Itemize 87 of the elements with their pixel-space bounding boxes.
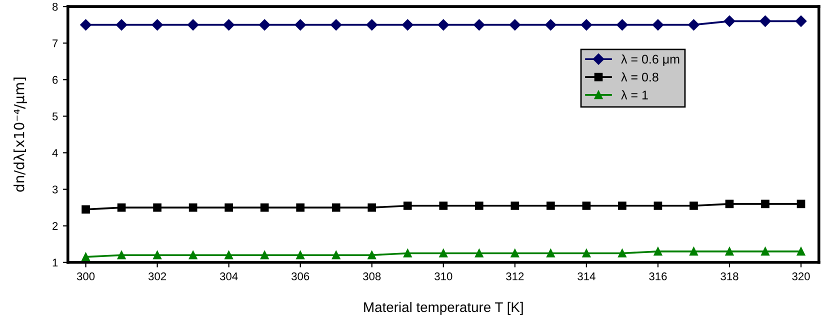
point bbox=[153, 250, 162, 260]
point bbox=[724, 16, 736, 27]
point bbox=[652, 19, 664, 30]
y-axis-title: dn/dλ[x10⁻⁴/μm] bbox=[14, 78, 27, 192]
point bbox=[690, 202, 698, 210]
x-tick-label: 300 bbox=[76, 272, 95, 280]
point bbox=[258, 19, 270, 30]
point bbox=[545, 19, 556, 30]
point bbox=[546, 249, 555, 258]
point bbox=[116, 19, 128, 30]
y-tick-label: 3 bbox=[52, 186, 58, 194]
point bbox=[403, 202, 412, 210]
point bbox=[296, 203, 305, 212]
legend-label: λ = 0.6 μm bbox=[621, 54, 680, 66]
point bbox=[260, 250, 269, 260]
point bbox=[474, 19, 485, 30]
point bbox=[296, 250, 305, 260]
point bbox=[582, 202, 591, 210]
point bbox=[224, 250, 233, 260]
point bbox=[580, 19, 592, 30]
point bbox=[403, 249, 412, 258]
x-tick-label: 308 bbox=[363, 272, 381, 280]
x-tick-label: 314 bbox=[578, 272, 596, 280]
point bbox=[654, 202, 662, 210]
point bbox=[688, 19, 700, 30]
point bbox=[224, 203, 233, 212]
y-tick-label: 8 bbox=[52, 2, 58, 11]
point bbox=[616, 19, 628, 30]
y-tick-label: 5 bbox=[52, 112, 58, 120]
point bbox=[80, 19, 92, 30]
y-tick-label: 2 bbox=[52, 222, 58, 230]
y-tick-label: 6 bbox=[52, 76, 58, 84]
point bbox=[690, 247, 698, 256]
point bbox=[366, 19, 378, 30]
x-tick-label: 304 bbox=[220, 272, 238, 280]
point bbox=[761, 200, 770, 208]
x-tick-label: 318 bbox=[720, 272, 738, 280]
x-tick-label: 320 bbox=[792, 272, 810, 280]
point bbox=[187, 19, 199, 30]
point bbox=[618, 249, 626, 258]
y-tick-label: 4 bbox=[52, 149, 58, 157]
point bbox=[509, 19, 521, 30]
point bbox=[725, 247, 734, 256]
point bbox=[188, 203, 198, 212]
point bbox=[510, 249, 520, 258]
point bbox=[439, 249, 448, 258]
x-axis-title: Material temperature T [K] bbox=[364, 302, 523, 315]
point bbox=[796, 200, 806, 208]
legend-label: λ = 1 bbox=[621, 90, 648, 100]
x-tick-label: 306 bbox=[292, 272, 310, 280]
y-tick-label: 1 bbox=[52, 258, 58, 266]
point bbox=[294, 19, 306, 30]
point bbox=[260, 203, 269, 212]
point bbox=[546, 202, 555, 210]
point bbox=[438, 19, 449, 30]
point bbox=[82, 205, 90, 214]
point bbox=[474, 249, 484, 258]
point bbox=[330, 19, 342, 30]
point bbox=[368, 250, 376, 260]
point bbox=[152, 19, 163, 30]
point bbox=[760, 16, 771, 27]
legend-label: λ = 0.8 bbox=[621, 72, 658, 82]
x-tick-label: 316 bbox=[649, 272, 667, 280]
point bbox=[332, 203, 340, 212]
point bbox=[368, 203, 376, 212]
point bbox=[332, 250, 340, 260]
point bbox=[117, 250, 126, 260]
point bbox=[654, 247, 662, 256]
x-tick-label: 302 bbox=[148, 272, 166, 280]
point bbox=[796, 247, 806, 256]
x-tick-label: 312 bbox=[506, 272, 524, 280]
point bbox=[153, 203, 162, 212]
point bbox=[725, 200, 734, 208]
point bbox=[582, 249, 591, 258]
y-tick-label: 7 bbox=[52, 39, 58, 48]
point bbox=[402, 19, 414, 30]
point bbox=[795, 16, 807, 27]
point bbox=[117, 203, 126, 212]
point bbox=[439, 202, 448, 210]
point bbox=[188, 250, 198, 260]
point bbox=[82, 252, 90, 262]
point bbox=[510, 202, 520, 210]
point bbox=[474, 202, 484, 210]
point bbox=[618, 202, 626, 210]
x-tick-label: 310 bbox=[434, 272, 452, 280]
point bbox=[223, 19, 234, 30]
point bbox=[761, 247, 770, 256]
